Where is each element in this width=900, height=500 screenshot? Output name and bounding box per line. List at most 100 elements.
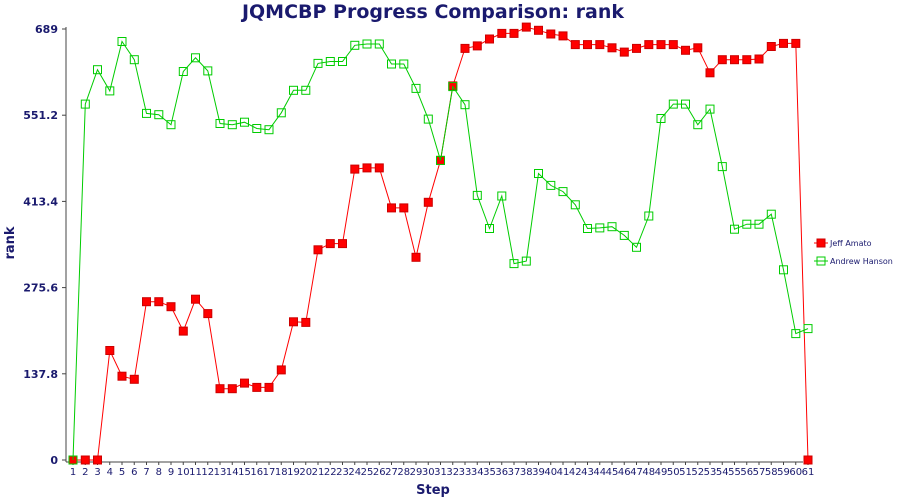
data-point: [289, 85, 298, 95]
x-tick-label: 6: [131, 467, 137, 478]
data-point: [203, 66, 213, 76]
data-point: [619, 47, 629, 57]
data-point: [264, 125, 274, 135]
x-tick-label: 41: [557, 467, 570, 478]
data-point: [730, 224, 739, 234]
x-tick-label: 33: [459, 467, 472, 478]
data-point: [570, 200, 580, 210]
x-tick-label: 25: [361, 467, 374, 478]
x-tick-label: 48: [642, 467, 655, 478]
legend-marker: [816, 256, 826, 266]
data-point: [779, 265, 788, 275]
data-point: [227, 384, 237, 394]
x-tick-label: 57: [753, 467, 766, 478]
data-point: [803, 324, 813, 334]
data-point: [289, 317, 298, 327]
x-tick-label: 14: [226, 467, 239, 478]
data-point: [497, 28, 507, 38]
x-tick-label: 11: [189, 467, 202, 478]
x-tick-label: 59: [777, 467, 790, 478]
x-tick-label: 45: [606, 467, 619, 478]
data-point: [583, 40, 592, 50]
data-point: [485, 34, 494, 44]
x-tick-label: 18: [275, 467, 288, 478]
x-tick-label: 49: [655, 467, 668, 478]
data-point: [607, 43, 617, 53]
data-point: [546, 29, 556, 39]
data-point: [485, 224, 494, 233]
data-point: [546, 180, 556, 190]
data-point: [595, 40, 605, 50]
data-point: [754, 219, 764, 229]
data-point: [705, 68, 715, 78]
data-point: [105, 86, 115, 96]
data-point: [178, 326, 188, 336]
data-point: [178, 67, 188, 76]
data-point: [215, 119, 225, 128]
data-point: [252, 124, 262, 133]
data-point: [301, 85, 311, 95]
legend: Jeff Amato Andrew Hanson: [814, 238, 893, 266]
x-tick-label: 43: [581, 467, 594, 478]
x-tick-label: 32: [446, 467, 459, 478]
x-tick-label: 51: [679, 467, 692, 478]
x-tick-label: 28: [397, 467, 410, 478]
data-point: [142, 108, 151, 118]
data-point: [129, 374, 139, 384]
data-point: [460, 43, 470, 53]
x-tick-label: 34: [471, 467, 484, 478]
y-tick-label: 551.2: [23, 109, 58, 122]
data-point: [166, 120, 176, 130]
x-tick-label: 30: [422, 467, 435, 478]
data-point: [779, 38, 788, 48]
data-point: [681, 45, 690, 55]
y-axis-title: rank: [3, 226, 18, 259]
data-point: [632, 43, 641, 53]
data-point: [387, 59, 396, 69]
data-point: [693, 43, 703, 53]
data-point: [656, 40, 666, 50]
x-tick-label: 22: [324, 467, 337, 478]
x-tick-label: 13: [214, 467, 227, 478]
data-point: [264, 382, 274, 392]
x-tick-label: 53: [704, 467, 717, 478]
x-tick-label: 7: [143, 467, 149, 478]
data-point: [509, 259, 519, 269]
x-tick-label: 40: [544, 467, 557, 478]
data-point: [460, 100, 470, 110]
data-point: [681, 99, 690, 109]
data-point: [191, 53, 200, 63]
x-tick-label: 19: [287, 467, 300, 478]
data-point: [68, 455, 78, 465]
data-point: [203, 309, 213, 319]
x-tick-label: 26: [373, 467, 386, 478]
series-layer: [68, 22, 813, 465]
data-point: [362, 163, 372, 173]
x-tick-label: 8: [156, 467, 162, 478]
data-point: [117, 371, 127, 381]
data-point: [791, 329, 801, 339]
data-point: [117, 37, 127, 46]
y-tick-label: 0: [50, 454, 58, 467]
x-tick-label: 52: [691, 467, 704, 478]
data-point: [399, 59, 409, 69]
data-point: [472, 41, 482, 51]
series-0: [68, 22, 813, 465]
data-point: [313, 58, 323, 68]
data-point: [791, 38, 801, 48]
x-axis-title: Step: [416, 483, 450, 498]
legend-label: Andrew Hanson: [830, 257, 893, 266]
data-point: [619, 230, 629, 240]
x-tick-label: 36: [495, 467, 508, 478]
data-point: [644, 211, 654, 221]
x-tick-label: 17: [263, 467, 276, 478]
legend-marker: [816, 238, 826, 248]
data-point: [521, 22, 531, 32]
x-tick-label: 12: [201, 467, 214, 478]
x-tick-label: 42: [569, 467, 582, 478]
x-tick-label: 58: [765, 467, 778, 478]
chart-title: JQMCBP Progress Comparison: rank: [240, 1, 624, 23]
x-tick-label: 60: [789, 467, 802, 478]
x-tick-label: 44: [593, 467, 606, 478]
